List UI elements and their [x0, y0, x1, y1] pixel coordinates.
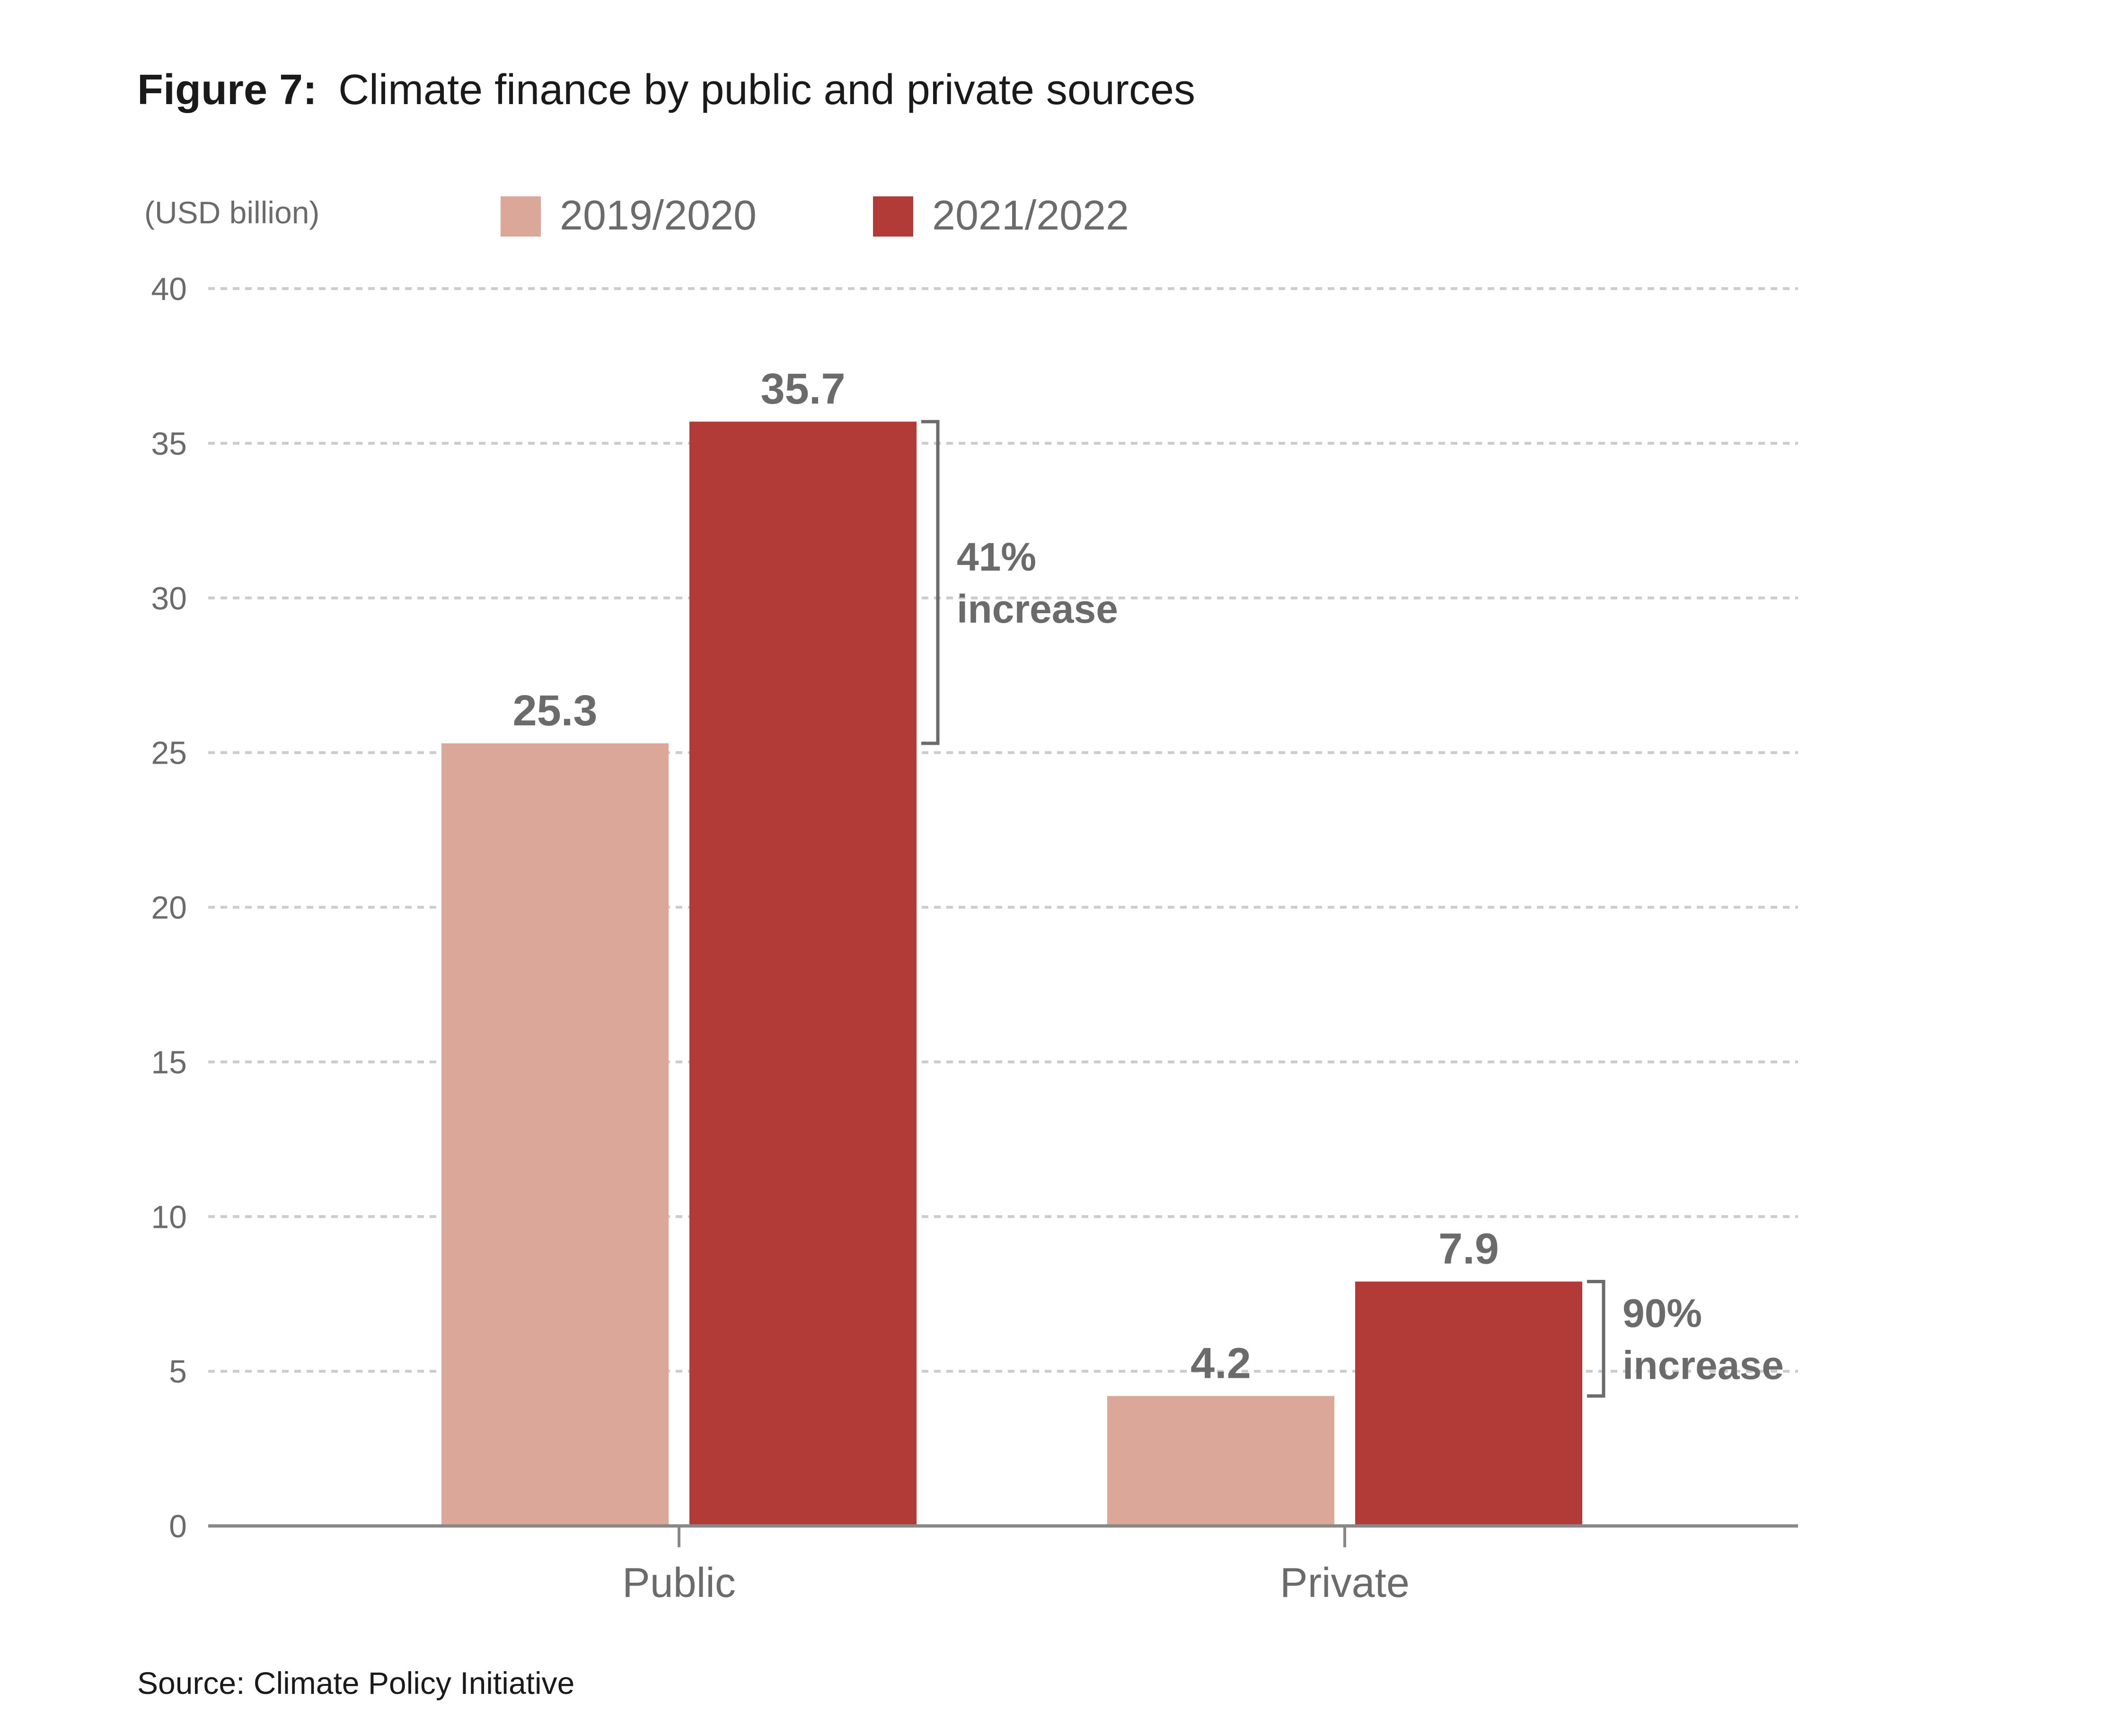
bar-private-1 [1107, 1396, 1334, 1526]
x-tick-label-public: Public [622, 1559, 736, 1606]
y-tick-label-25: 25 [151, 735, 187, 771]
bar-public-2 [689, 422, 917, 1526]
figure-label: Figure 7: [137, 66, 317, 114]
x-tick-label-private: Private [1280, 1559, 1410, 1606]
legend-label-1: 2019/2020 [560, 192, 757, 238]
y-tick-label-40: 40 [151, 271, 187, 307]
increase-text-private: increase [1622, 1343, 1784, 1387]
value-label-private-1: 4.2 [1190, 1339, 1251, 1387]
legend-label-2: 2021/2022 [932, 192, 1129, 238]
value-label-private-2: 7.9 [1438, 1225, 1499, 1273]
y-tick-label-0: 0 [169, 1508, 187, 1544]
bar-private-2 [1355, 1281, 1582, 1526]
value-label-public-1: 25.3 [512, 687, 597, 735]
value-labels: 25.3 35.7 4.2 7.9 [512, 365, 1499, 1387]
bar-public-1 [441, 743, 669, 1526]
y-tick-label-20: 20 [151, 890, 187, 926]
increase-text-public: increase [957, 587, 1118, 631]
legend-swatch-2 [873, 196, 913, 237]
y-tick-label-10: 10 [151, 1199, 187, 1235]
source-note: Source: Climate Policy Initiative [137, 1666, 574, 1701]
increase-percent-private: 90% [1622, 1291, 1702, 1335]
x-axis: Public Private [208, 1524, 1798, 1606]
y-tick-label-30: 30 [151, 581, 187, 617]
y-tick-label-5: 5 [169, 1354, 187, 1390]
y-tick-label-15: 15 [151, 1044, 187, 1080]
legend-swatch-1 [501, 196, 541, 237]
increase-bracket-private [1587, 1280, 1605, 1398]
increase-percent-public: 41% [957, 535, 1036, 579]
y-tick-label-35: 35 [151, 426, 187, 462]
figure-title: Figure 7: Climate finance by public and … [137, 66, 1195, 114]
increase-annotations: 41% increase 90% increase [921, 420, 1784, 1398]
bars [441, 422, 1582, 1526]
y-axis: 0 5 10 15 20 25 30 35 40 [151, 271, 187, 1544]
y-axis-unit-label: (USD billion) [144, 195, 319, 230]
increase-bracket-public [921, 420, 940, 745]
value-label-public-2: 35.7 [760, 365, 845, 413]
figure-title-text: Climate finance by public and private so… [338, 66, 1195, 114]
legend: 2019/2020 2021/2022 [501, 192, 1129, 238]
